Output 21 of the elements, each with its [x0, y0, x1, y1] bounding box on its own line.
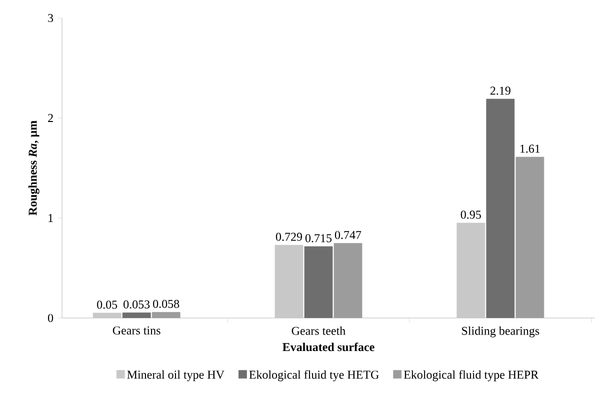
y-tick-label: 0 — [48, 314, 54, 322]
legend-label: Ekological fluid type HEPR — [404, 370, 539, 382]
y-axis-title: Roughness Ra, µm — [28, 120, 40, 216]
y-tick-label: 3 — [48, 14, 54, 22]
data-label: 1.61 — [520, 144, 540, 153]
legend-label: Mineral oil type HV — [127, 370, 224, 382]
data-label: 0.058 — [153, 300, 180, 308]
x-axis-title: Evaluated surface — [282, 342, 374, 352]
legend-label: Ekological fluid tye HETG — [249, 370, 379, 382]
data-label: 2.19 — [490, 86, 510, 95]
data-label: 0.053 — [124, 300, 150, 309]
y-tick-label: 1 — [48, 214, 53, 222]
x-tick-label: Sliding bearings — [462, 326, 540, 338]
x-tick-label: Gears teeth — [292, 326, 346, 335]
x-tick-label: Gears tins — [112, 326, 160, 335]
y-tick-label: 2 — [48, 114, 53, 122]
data-label: 0.715 — [305, 234, 332, 242]
data-label: 0.95 — [460, 210, 481, 219]
data-label: 0.05 — [97, 300, 118, 309]
data-label: 0.729 — [276, 232, 302, 241]
data-label: 0.747 — [334, 230, 362, 240]
